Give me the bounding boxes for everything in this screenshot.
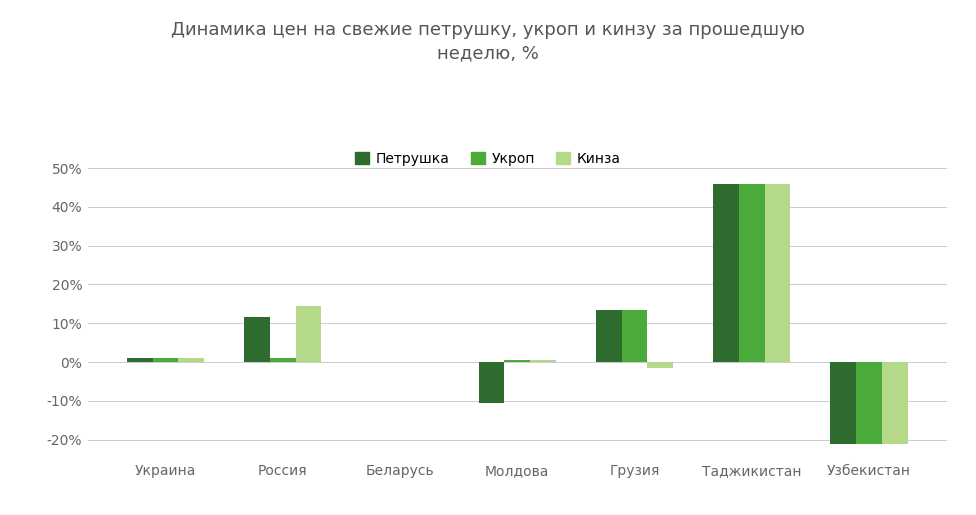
Bar bbox=[270, 358, 296, 362]
Bar bbox=[764, 183, 791, 362]
Legend: Петрушка, Укроп, Кинза: Петрушка, Укроп, Кинза bbox=[349, 146, 627, 171]
Bar bbox=[882, 362, 908, 443]
Bar bbox=[478, 362, 505, 403]
Bar bbox=[622, 310, 647, 362]
Bar bbox=[831, 362, 856, 443]
Bar bbox=[647, 362, 673, 368]
Bar bbox=[713, 183, 739, 362]
Bar bbox=[127, 358, 152, 362]
Bar bbox=[179, 358, 204, 362]
Bar bbox=[530, 360, 556, 362]
Bar bbox=[739, 183, 764, 362]
Bar bbox=[244, 317, 270, 362]
Bar bbox=[505, 360, 530, 362]
Text: Динамика цен на свежие петрушку, укроп и кинзу за прошедшую
неделю, %: Динамика цен на свежие петрушку, укроп и… bbox=[171, 21, 805, 62]
Bar bbox=[856, 362, 882, 443]
Bar bbox=[595, 310, 622, 362]
Bar bbox=[152, 358, 179, 362]
Bar bbox=[296, 306, 321, 362]
